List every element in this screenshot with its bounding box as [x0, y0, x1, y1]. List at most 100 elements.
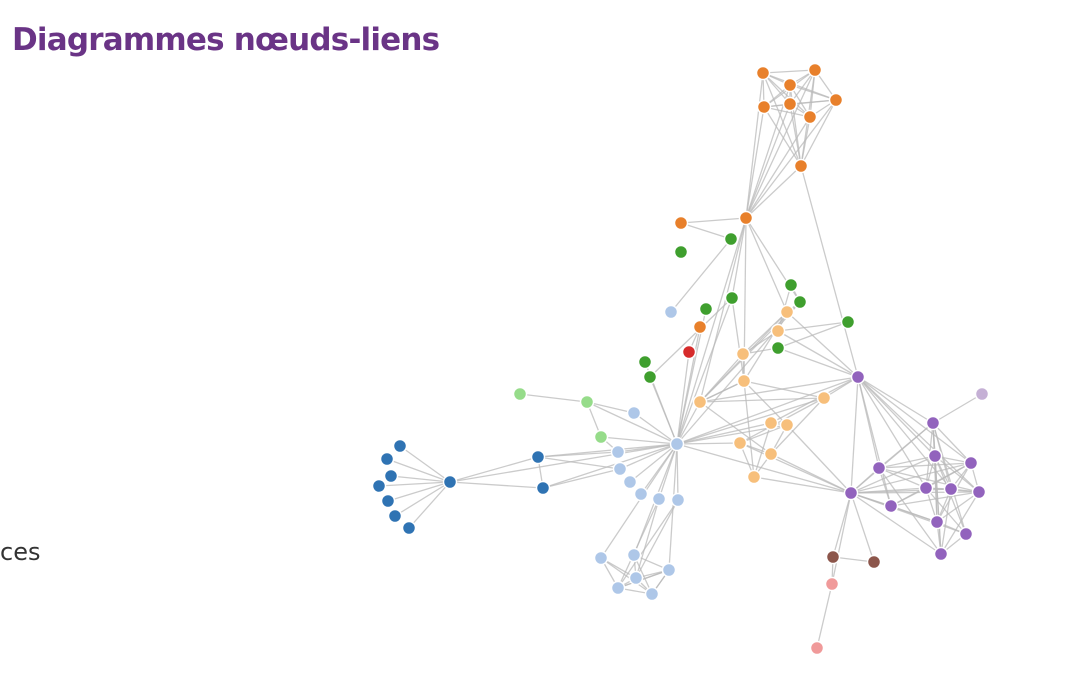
link-lo6-lo10 [770, 397, 825, 455]
link-p9-p13 [940, 491, 980, 555]
link-db1-db10 [449, 481, 544, 489]
link-lo8-p2 [786, 424, 852, 494]
link-db1-db8 [408, 481, 451, 529]
node-br2 [866, 554, 882, 570]
link-p2-br1 [832, 492, 852, 558]
link-o4-o9 [745, 99, 837, 219]
node-lo8 [779, 417, 795, 433]
link-p1-p6 [857, 376, 972, 464]
link-lb5-lb9 [676, 443, 679, 501]
link-db1-db2 [399, 445, 451, 483]
link-lo4-lo11 [743, 380, 755, 478]
link-o4-o7 [789, 99, 837, 105]
link-p1-p2 [850, 376, 859, 494]
node-lb15 [644, 586, 660, 602]
link-o2-o9 [745, 69, 816, 219]
link-lb5-lb4 [619, 443, 678, 470]
link-o8-o9 [745, 165, 802, 219]
link-pk1-pk2 [816, 583, 833, 649]
link-lo12-lo4 [699, 380, 745, 403]
link-lb8-lb14 [617, 498, 660, 589]
link-g2-lb5 [676, 297, 733, 445]
node-o1 [755, 65, 771, 81]
link-lb5-lb6 [629, 443, 678, 483]
link-lb5-lb10 [600, 443, 678, 559]
node-db2 [392, 438, 408, 454]
link-lg1-lg2 [519, 393, 588, 403]
link-p1-p7 [857, 376, 927, 489]
link-p8-p13 [940, 488, 952, 555]
link-lb5-lg2 [586, 401, 678, 445]
node-lp1 [974, 386, 990, 402]
node-g3 [783, 277, 799, 293]
link-lb5-db10 [542, 443, 678, 489]
node-lo7 [763, 415, 779, 431]
node-lb14 [610, 580, 626, 596]
node-pk2 [809, 640, 825, 656]
node-o2 [807, 62, 823, 78]
link-lb5-lg3 [600, 436, 678, 445]
link-lo10-p2 [770, 453, 852, 494]
node-g10 [673, 244, 689, 260]
link-p1-p4 [857, 376, 934, 424]
node-g2 [724, 290, 740, 306]
node-lb3 [610, 444, 626, 460]
link-lg2-lb2 [586, 401, 635, 414]
link-p9-p11 [936, 491, 980, 523]
link-db1-db5 [378, 481, 451, 487]
link-o11-lb5 [676, 326, 701, 445]
link-p3-p9 [878, 467, 980, 493]
node-p6 [963, 455, 979, 471]
link-p5-p9 [934, 455, 980, 493]
link-lo5-lo6 [699, 397, 825, 403]
link-o6-o9 [745, 116, 811, 219]
node-o11 [692, 319, 708, 335]
link-g9-lb5 [649, 376, 678, 445]
link-db1-db7 [394, 481, 451, 517]
link-lo5-lb5 [676, 401, 701, 445]
node-lb8 [651, 491, 667, 507]
link-p2-p13 [850, 492, 942, 555]
link-o1-o8 [762, 72, 802, 167]
link-o7-o8 [789, 103, 802, 167]
node-db10 [535, 480, 551, 496]
node-p7 [918, 480, 934, 496]
link-o9-lo5 [699, 217, 747, 403]
links-layer [378, 69, 983, 649]
node-lb16 [661, 562, 677, 578]
link-o4-o8 [800, 99, 837, 167]
node-lo11 [746, 469, 762, 485]
link-lo9-lb5 [676, 442, 741, 445]
link-lo8-lo9 [739, 424, 788, 444]
node-p1 [850, 369, 866, 385]
slide-title: Diagrammes nœuds-liens [12, 22, 440, 58]
link-lo7-p1 [770, 376, 859, 424]
node-p2 [843, 485, 859, 501]
link-db9-lb4 [537, 456, 621, 470]
node-db1 [442, 474, 458, 490]
node-lb10 [593, 550, 609, 566]
link-o5-o9 [745, 106, 765, 219]
node-lg1 [512, 386, 528, 402]
link-g2-lo4 [731, 297, 745, 382]
link-p4-p12 [932, 422, 967, 535]
link-o10-g1 [680, 222, 732, 240]
link-o9-g2 [731, 217, 747, 299]
node-p4 [925, 415, 941, 431]
node-p11 [929, 514, 945, 530]
link-db1-db9 [449, 456, 539, 483]
link-p7-p12 [925, 487, 967, 535]
node-lb11 [626, 547, 642, 563]
link-p3-p6 [878, 462, 972, 469]
node-lg3 [593, 429, 609, 445]
node-db4 [383, 468, 399, 484]
link-lb5-db1 [449, 443, 678, 483]
link-lo7-lb5 [676, 422, 772, 445]
node-db9 [530, 449, 546, 465]
node-g1 [723, 231, 739, 247]
link-o3-o9 [745, 84, 791, 219]
link-p3-p4 [878, 422, 934, 469]
link-p3-p7 [878, 467, 927, 489]
link-lb12-lb14 [617, 569, 670, 589]
